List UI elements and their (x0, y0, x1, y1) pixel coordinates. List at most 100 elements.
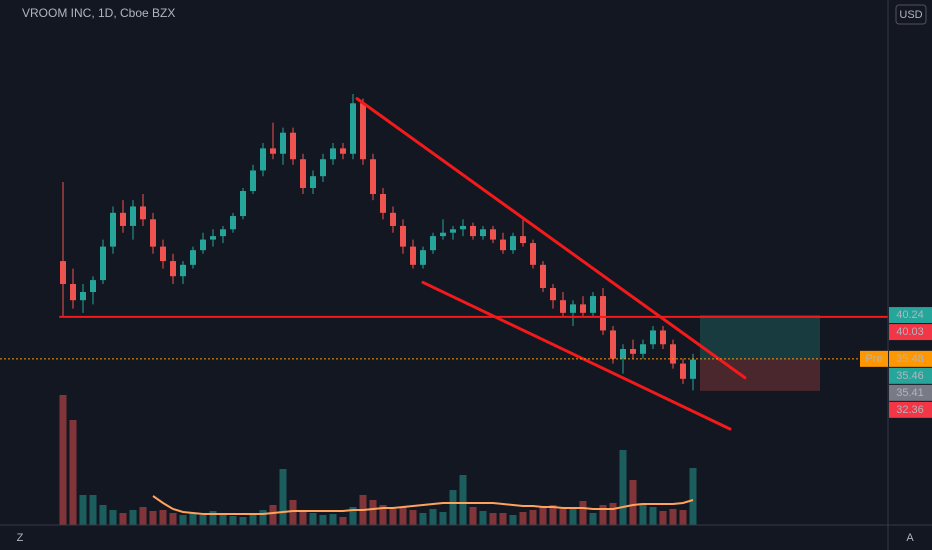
volume-bar (429, 509, 437, 525)
volume-bar (219, 514, 227, 525)
volume-bar (199, 515, 207, 525)
volume-bar (559, 509, 567, 525)
price-label: 35.41 (896, 387, 924, 399)
candle-body (300, 159, 306, 188)
candle-body (160, 246, 166, 262)
candle-body (540, 264, 546, 288)
price-label: 35.48 (896, 353, 924, 365)
candle-body (290, 132, 296, 160)
volume-bar (579, 501, 587, 525)
candle-body (690, 359, 696, 379)
volume-bar (59, 395, 67, 525)
volume-bar (689, 468, 697, 525)
candle-body (350, 103, 356, 154)
volume-bar (629, 480, 637, 525)
candle-body (150, 219, 156, 247)
candle-body (120, 212, 126, 226)
candle-body (250, 170, 256, 191)
volume-bar (169, 513, 177, 525)
volume-bar (309, 513, 317, 525)
currency-button[interactable] (895, 4, 927, 25)
candle-body (590, 296, 596, 313)
price-tag-box (860, 350, 888, 367)
volume-bar (569, 507, 577, 525)
volume-bar (119, 513, 127, 525)
right-axis-panel (888, 0, 932, 550)
price-layer (0, 94, 889, 431)
candle-body (490, 229, 496, 240)
volume-bar (649, 507, 657, 525)
volume-bar (299, 512, 307, 525)
candle-body (430, 236, 436, 251)
volume-bar (269, 505, 277, 525)
auto-button[interactable]: A (906, 532, 914, 544)
candle-body (410, 246, 416, 265)
volume-layer (59, 395, 697, 525)
volume-bar (599, 505, 607, 525)
candle-body (580, 304, 586, 313)
volume-bar (549, 505, 557, 525)
candle-body (140, 206, 146, 220)
candle-body (270, 148, 276, 154)
volume-bar (329, 514, 337, 525)
price-label-box (889, 401, 932, 418)
volume-bar (499, 513, 507, 525)
candle-body (530, 243, 536, 265)
candle-body (560, 300, 566, 313)
trendline (421, 280, 732, 431)
volume-bar (239, 517, 247, 525)
candle-body (460, 225, 466, 230)
volume-bar (589, 513, 597, 525)
candle-body (100, 246, 106, 281)
volume-bar (69, 420, 77, 525)
volume-bar (189, 513, 197, 525)
candle-body (260, 148, 266, 171)
volume-bar (679, 510, 687, 525)
volume-bar (419, 513, 427, 525)
price-label: 40.03 (896, 326, 924, 338)
candle-body (480, 229, 486, 237)
currency[interactable]: USD (899, 9, 922, 21)
candle-body (600, 296, 606, 331)
volume-bar (609, 503, 617, 525)
candle-body (230, 216, 236, 230)
candle-body (390, 212, 396, 226)
candle-body (210, 236, 216, 240)
candle-body (220, 229, 226, 237)
candle-body (60, 261, 66, 285)
price-tag: Pre (865, 353, 882, 365)
candle-body (620, 348, 626, 359)
volume-bar (129, 510, 137, 525)
candle-body (70, 284, 76, 301)
zoom-button[interactable]: Z (17, 532, 24, 544)
candle-body (280, 132, 286, 154)
volume-bar (79, 495, 87, 525)
volume-bar (519, 512, 527, 525)
candle-body (450, 229, 456, 233)
volume-bar (399, 507, 407, 525)
volume-ma-line (152, 495, 694, 515)
candle-body (520, 236, 526, 244)
volume-bar (479, 511, 487, 525)
candle-body (610, 330, 616, 359)
candle-body (380, 194, 386, 213)
volume-bar (469, 507, 477, 525)
candle-body (190, 250, 196, 265)
candle-body (360, 103, 366, 160)
candle-body (180, 264, 186, 277)
volume-bar (339, 517, 347, 525)
volume-bar (139, 507, 147, 525)
price-label: 32.36 (896, 404, 924, 416)
candle-body (130, 206, 136, 226)
volume-bar (369, 500, 377, 525)
volume-bar (249, 513, 257, 525)
volume-bar (509, 515, 517, 525)
candle-body (240, 190, 246, 217)
candle-body (630, 348, 636, 354)
trendline (355, 97, 747, 380)
volume-bar (109, 510, 117, 525)
volume-bar (619, 450, 627, 525)
